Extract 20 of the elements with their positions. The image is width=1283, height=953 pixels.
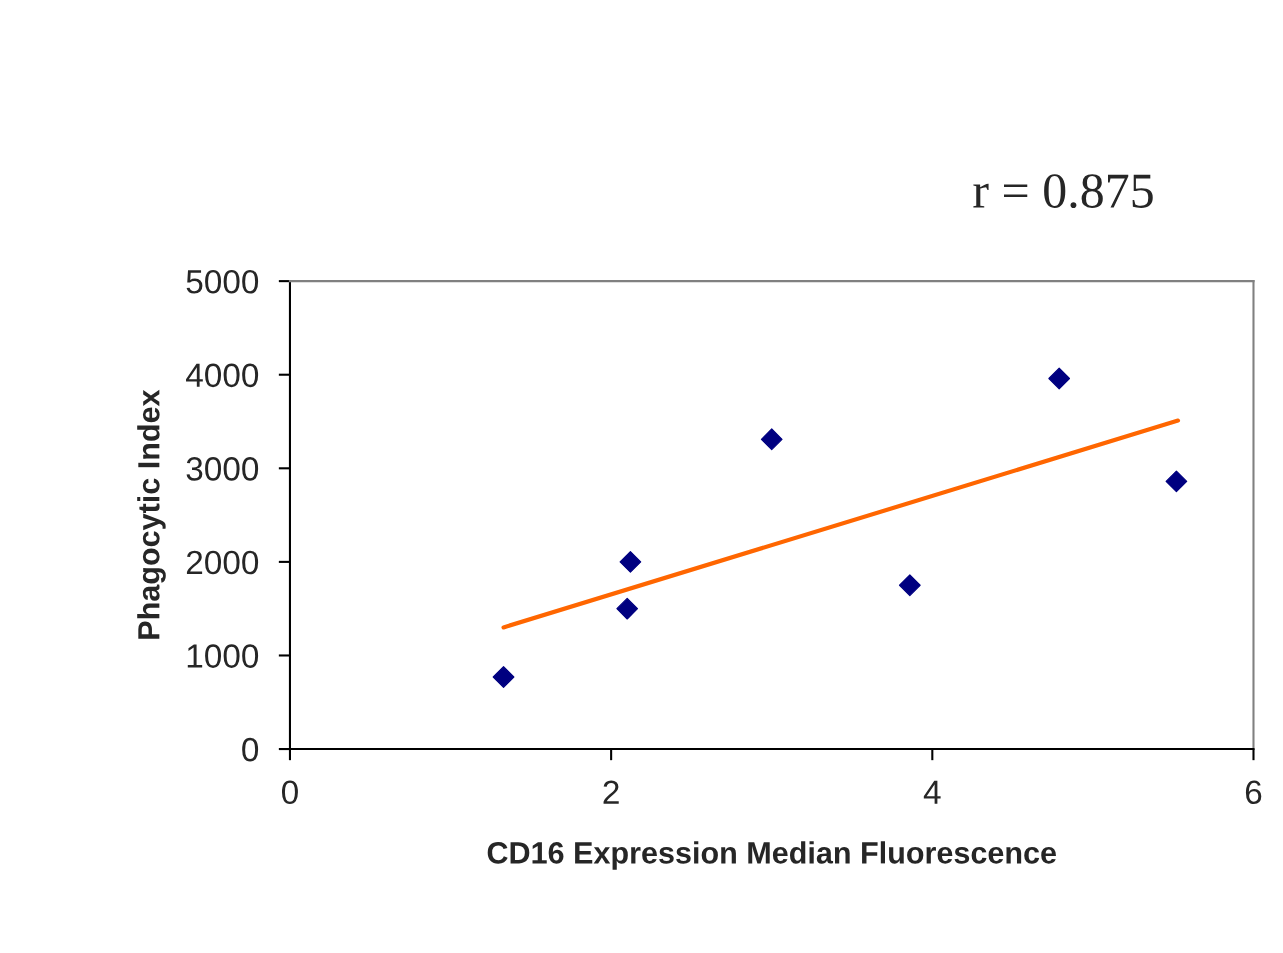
x-tick-label: 0 (281, 780, 298, 805)
x-tick-label: 4 (923, 780, 941, 804)
y-tick-label: 1000 (187, 644, 259, 668)
point (619, 551, 642, 573)
point (1165, 470, 1188, 493)
x-tick-label: 6 (1245, 780, 1262, 805)
x-tick-label: 2 (603, 780, 619, 804)
x-axis-title: CD16 Expression Median Fluorescence (487, 841, 1056, 870)
y-tick-label: 4000 (186, 363, 259, 388)
point (1048, 367, 1071, 390)
y-tick-label: 0 (242, 737, 259, 762)
y-tick-label: 2000 (186, 550, 259, 575)
y-tick-label: 5000 (186, 269, 259, 294)
y-axis-title: Phagocytic Index (137, 389, 166, 639)
y-tick-label: 3000 (186, 457, 259, 481)
point (760, 428, 783, 451)
point (898, 574, 921, 597)
point (616, 597, 639, 620)
point (492, 666, 515, 688)
text: r = 0.875 (973, 174, 1153, 209)
